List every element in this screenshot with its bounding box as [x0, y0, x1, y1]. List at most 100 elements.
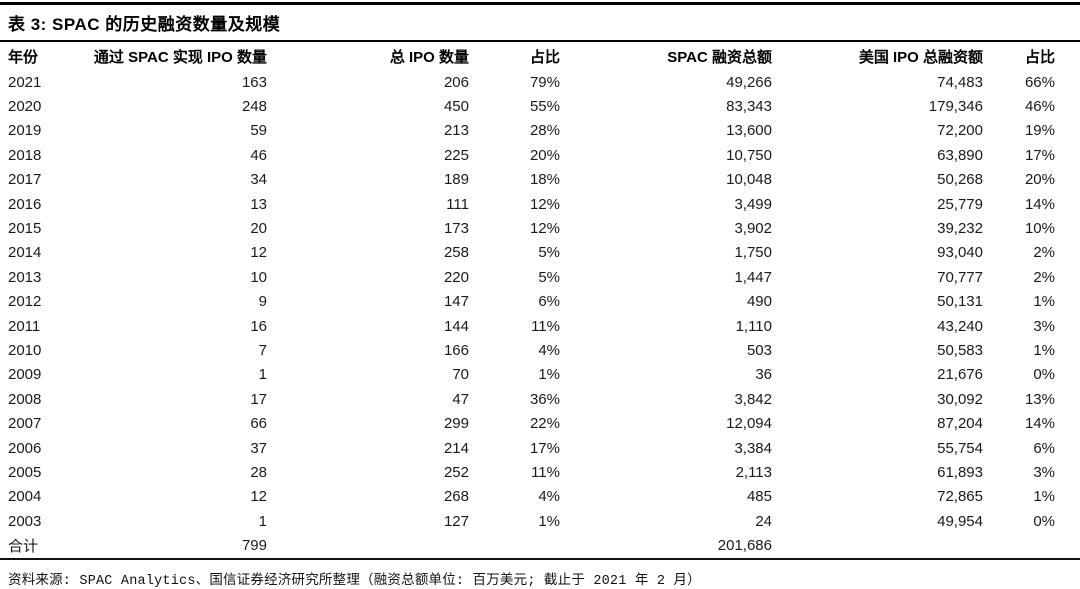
- header-spac-ipo-count: 通过 SPAC 实现 IPO 数量: [93, 48, 267, 66]
- table-total-row: 合计 799 201,686: [8, 533, 1055, 557]
- cell-value: 248: [241, 98, 267, 116]
- cell-value: 6%: [1033, 439, 1055, 457]
- cell-value: 93,040: [937, 244, 983, 262]
- cell-value: 17: [250, 390, 267, 408]
- cell-value: 111: [446, 195, 469, 213]
- cell-value: 3,902: [734, 220, 772, 238]
- cell-value: 6%: [538, 293, 560, 311]
- cell-value: 16: [250, 317, 267, 335]
- cell-value: 214: [443, 439, 469, 457]
- table-row: 2004 12 268 4% 485 72,865 1%: [8, 485, 1055, 509]
- table-header-row: 年份 通过 SPAC 实现 IPO 数量 总 IPO 数量 占比 SPAC 融资…: [8, 42, 1055, 70]
- cell-value: 163: [241, 73, 267, 91]
- cell-value: 7: [258, 341, 267, 359]
- header-share-1: 占比: [529, 48, 560, 66]
- cell-value: 12: [250, 488, 267, 506]
- table-row: 2011 16 144 11% 1,110 43,240 3%: [8, 314, 1055, 338]
- cell-value: 17%: [1024, 146, 1055, 164]
- cell-value: 28%: [529, 122, 560, 140]
- top-rule: [0, 2, 1080, 5]
- cell-value: 49,266: [726, 73, 772, 91]
- cell-value: 66: [250, 415, 267, 433]
- table-title-block: 表 3: SPAC 的历史融资数量及规模: [0, 5, 1080, 40]
- cell-year: 2021: [8, 73, 42, 91]
- cell-year: 2008: [8, 390, 42, 408]
- cell-value: 55%: [529, 98, 560, 116]
- cell-year: 2013: [8, 268, 42, 286]
- cell-value: 299: [443, 415, 469, 433]
- cell-value: 66%: [1024, 73, 1055, 91]
- cell-value: 10%: [1024, 220, 1055, 238]
- cell-value: 14%: [1024, 195, 1055, 213]
- table-row: 2020 248 450 55% 83,343 179,346 46%: [8, 94, 1055, 118]
- table-row: 2006 37 214 17% 3,384 55,754 6%: [8, 436, 1055, 460]
- bottom-rule: [0, 557, 1080, 560]
- cell-value: 12,094: [726, 415, 772, 433]
- header-spac-proceeds: SPAC 融资总额: [667, 48, 772, 66]
- cell-value: 50,131: [937, 293, 983, 311]
- title-divider: [0, 40, 1080, 42]
- cell-value: 5%: [538, 244, 560, 262]
- cell-value: 485: [746, 488, 772, 506]
- cell-value: 49,954: [937, 512, 983, 530]
- cell-value: 36%: [529, 390, 560, 408]
- cell-value: 46%: [1024, 98, 1055, 116]
- cell-year: 2010: [8, 341, 42, 359]
- cell-value: 179,346: [928, 98, 983, 116]
- cell-value: 144: [443, 317, 469, 335]
- cell-value: 1,447: [734, 268, 772, 286]
- cell-value: 0%: [1033, 366, 1055, 384]
- cell-value: 5%: [538, 268, 560, 286]
- cell-year: 2011: [8, 317, 41, 335]
- cell-value: 34: [250, 171, 267, 189]
- header-share-2: 占比: [1024, 48, 1055, 66]
- cell-value: 11%: [531, 317, 560, 335]
- cell-value: 258: [443, 244, 469, 262]
- cell-value: 72,865: [937, 488, 983, 506]
- cell-value: 10,750: [726, 146, 772, 164]
- cell-value: 3,384: [734, 439, 772, 457]
- cell-value: 79%: [529, 73, 560, 91]
- cell-year: 2015: [8, 220, 42, 238]
- cell-value: 13%: [1024, 390, 1055, 408]
- table-row: 2017 34 189 18% 10,048 50,268 20%: [8, 168, 1055, 192]
- cell-value: 3,499: [734, 195, 772, 213]
- cell-value: 450: [443, 98, 469, 116]
- cell-value: 28: [250, 463, 267, 481]
- table-row: 2016 13 111 12% 3,499 25,779 14%: [8, 192, 1055, 216]
- cell-value: 201,686: [717, 537, 772, 555]
- cell-value: 3,842: [734, 390, 772, 408]
- cell-value: 1%: [1033, 341, 1055, 359]
- header-total-ipo-count: 总 IPO 数量: [389, 48, 469, 66]
- cell-value: 30,092: [937, 390, 983, 408]
- cell-value: 13: [250, 195, 267, 213]
- cell-value: 9: [258, 293, 267, 311]
- cell-value: 55,754: [937, 439, 983, 457]
- cell-value: 20%: [1024, 171, 1055, 189]
- cell-value: 1%: [1033, 488, 1055, 506]
- cell-value: 70: [452, 366, 469, 384]
- header-year: 年份: [8, 48, 39, 66]
- cell-value: 47: [452, 390, 469, 408]
- cell-value: 1%: [538, 366, 560, 384]
- cell-value: 24: [755, 512, 772, 530]
- cell-value: 20%: [529, 146, 560, 164]
- spac-financing-table: 年份 通过 SPAC 实现 IPO 数量 总 IPO 数量 占比 SPAC 融资…: [8, 42, 1055, 558]
- cell-value: 3%: [1033, 317, 1055, 335]
- cell-value: 14%: [1024, 415, 1055, 433]
- cell-value: 147: [443, 293, 469, 311]
- cell-value: 19%: [1024, 122, 1055, 140]
- header-us-ipo-proceeds: 美国 IPO 总融资额: [858, 48, 983, 66]
- table-row: 2005 28 252 11% 2,113 61,893 3%: [8, 460, 1055, 484]
- cell-value: 1,110: [735, 317, 772, 335]
- cell-year: 2012: [8, 293, 42, 311]
- cell-value: 10: [250, 268, 267, 286]
- cell-value: 50,268: [937, 171, 983, 189]
- cell-value: 225: [443, 146, 469, 164]
- table-row: 2019 59 213 28% 13,600 72,200 19%: [8, 119, 1055, 143]
- table-row: 2007 66 299 22% 12,094 87,204 14%: [8, 411, 1055, 435]
- cell-year: 2003: [8, 512, 42, 530]
- cell-year: 2014: [8, 244, 42, 262]
- cell-value: 1%: [1033, 293, 1055, 311]
